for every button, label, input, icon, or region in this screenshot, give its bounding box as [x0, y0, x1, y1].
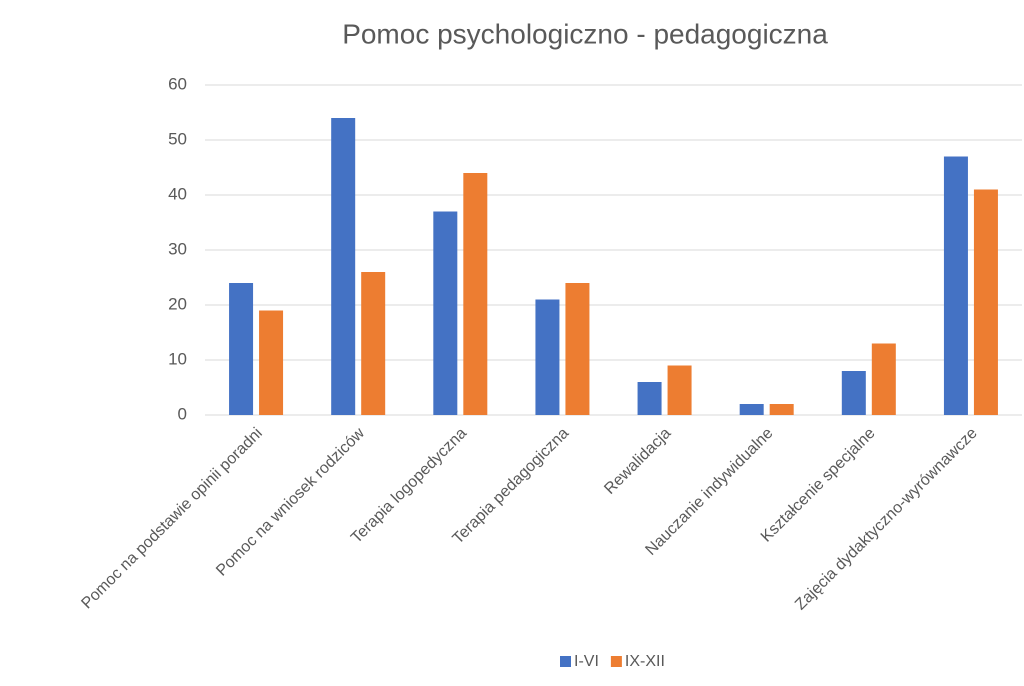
- bar: [973, 189, 998, 415]
- y-tick-label: 20: [168, 294, 187, 313]
- bar: [637, 382, 662, 415]
- bar: [331, 118, 356, 415]
- bar: [841, 371, 866, 415]
- bar: [229, 283, 254, 415]
- y-tick-label: 60: [168, 74, 187, 93]
- bar: [535, 299, 560, 415]
- x-tick-label: Terapia pedagogiczna: [450, 425, 573, 548]
- legend-swatch: [560, 656, 571, 667]
- legend-label: IX-XII: [625, 653, 665, 670]
- y-tick-label: 30: [168, 239, 187, 258]
- y-tick-label: 40: [168, 184, 187, 203]
- bar: [361, 272, 386, 415]
- bar: [769, 404, 794, 415]
- bar: [739, 404, 764, 415]
- x-tick-label: Kształcenie specjalne: [758, 425, 879, 546]
- bar: [667, 365, 692, 415]
- chart-title: Pomoc psychologiczno - pedagogiczna: [342, 18, 828, 49]
- bar: [943, 156, 968, 415]
- legend-label: I-VI: [574, 653, 599, 670]
- bar: [565, 283, 590, 415]
- x-tick-label: Pomoc na podstawie opinii poradni: [78, 425, 266, 613]
- x-tick-label: Zajęcia dydaktyczno-wyrównawcze: [792, 425, 981, 614]
- x-tick-label: Rewalidacja: [601, 425, 674, 498]
- legend-swatch: [610, 656, 622, 667]
- bar: [259, 310, 284, 415]
- bar: [433, 211, 458, 415]
- y-tick-label: 0: [178, 404, 187, 423]
- bar: [871, 343, 896, 415]
- y-tick-label: 10: [168, 349, 187, 368]
- y-tick-label: 50: [168, 129, 187, 148]
- x-tick-label: Terapia logopedyczna: [348, 425, 470, 547]
- bar: [463, 173, 488, 415]
